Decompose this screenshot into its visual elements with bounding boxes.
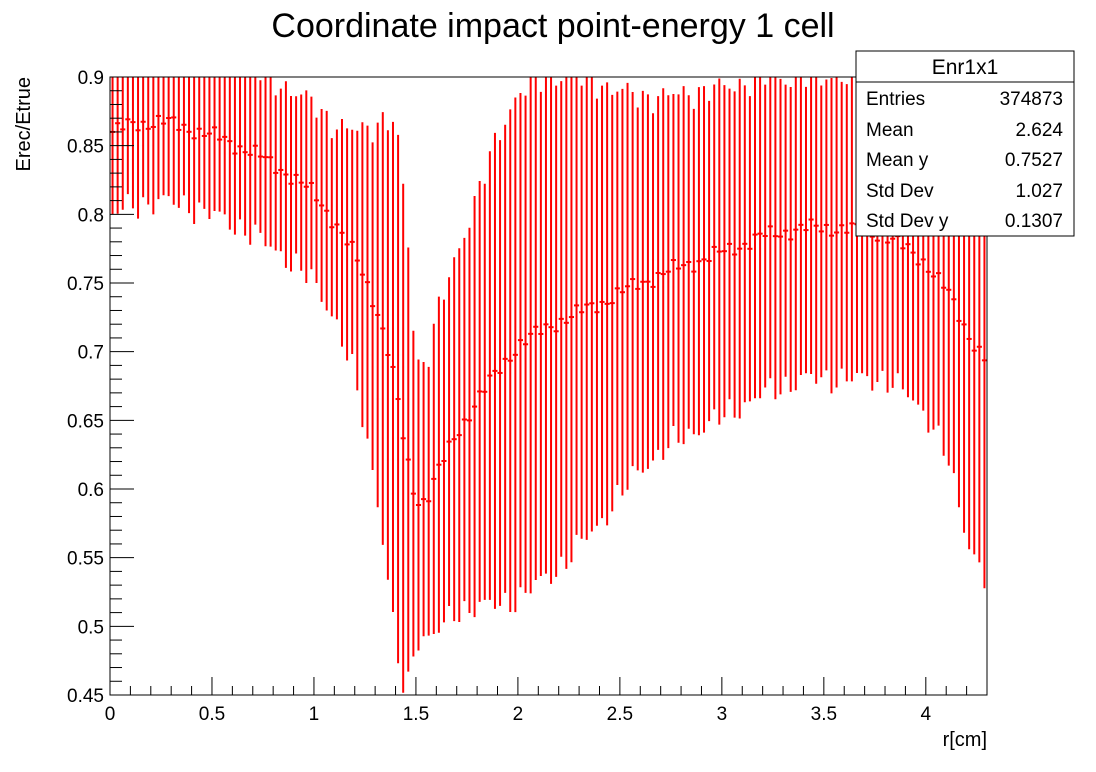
- x-tick-label: 1.5: [403, 704, 429, 725]
- y-tick-label: 0.45: [67, 686, 104, 707]
- y-tick-label: 0.75: [67, 274, 104, 295]
- y-tick-label: 0.85: [67, 137, 104, 158]
- y-tick-label: 0.5: [78, 617, 104, 638]
- data-points: [110, 77, 987, 693]
- stats-box: Enr1x1 Entries 374873 Mean 2.624 Mean y …: [855, 50, 1075, 237]
- stats-value-std-dev: 1.027: [1015, 181, 1063, 202]
- stats-label-std-dev: Std Dev: [866, 181, 934, 202]
- x-axis-label: r[cm]: [943, 729, 987, 751]
- y-tick-label: 0.55: [67, 549, 104, 570]
- x-tick-label: 1: [309, 704, 320, 725]
- stats-value-mean-y: 0.7527: [1005, 150, 1063, 171]
- x-tick-label: 0: [105, 704, 116, 725]
- x-tick-label: 3: [717, 704, 728, 725]
- stats-value-entries: 374873: [1000, 89, 1063, 110]
- y-tick-label: 0.8: [78, 205, 104, 226]
- y-axis: 0.45 0.5 0.55 0.6 0.65 0.7 0.75 0.8 0.85 0.9: [67, 68, 134, 707]
- x-tick-label: 4: [921, 704, 932, 725]
- x-tick-label: 2: [513, 704, 524, 725]
- stats-label-entries: Entries: [866, 89, 925, 110]
- x-tick-label: 2.5: [607, 704, 633, 725]
- y-axis-label: Erec/Etrue: [13, 77, 35, 171]
- y-tick-label: 0.7: [78, 343, 104, 364]
- stats-label-std-dev-y: Std Dev y: [866, 211, 949, 232]
- y-tick-label: 0.65: [67, 411, 104, 432]
- stats-value-mean: 2.624: [1015, 120, 1063, 141]
- plot-area: [109, 76, 988, 696]
- x-tick-label: 0.5: [199, 704, 225, 725]
- chart-title: Coordinate impact point-energy 1 cell: [271, 7, 834, 45]
- y-tick-label: 0.9: [78, 68, 104, 89]
- stats-label-mean: Mean: [866, 120, 914, 141]
- plot-frame: [109, 76, 988, 696]
- stats-box-title: Enr1x1: [932, 56, 999, 79]
- x-axis: 0 0.5 1 1.5 2 2.5 3 3.5 4: [105, 677, 988, 725]
- stats-value-std-dev-y: 0.1307: [1005, 211, 1063, 232]
- x-tick-label: 3.5: [811, 704, 837, 725]
- y-tick-label: 0.6: [78, 480, 104, 501]
- stats-label-mean-y: Mean y: [866, 150, 929, 171]
